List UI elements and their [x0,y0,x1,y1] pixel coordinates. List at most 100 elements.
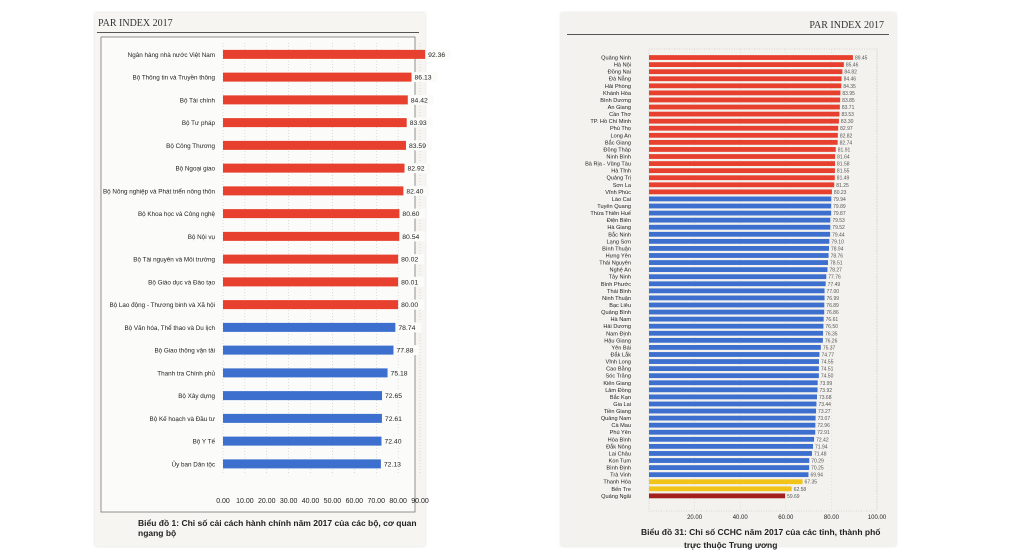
right-bar [649,217,831,223]
left-bar [223,413,382,423]
right-value-label: 81.49 [837,176,850,182]
right-value-label: 78.51 [830,261,843,267]
right-category-label: Lâm Đồng [605,388,631,394]
right-value-label: 81.55 [837,169,850,175]
right-bar [649,111,840,117]
right-category-label: Cao Bằng [606,366,631,373]
left-category-label: Bộ Tài chính [180,97,216,104]
right-value-label: 71.48 [814,451,827,457]
right-bar [649,274,827,280]
right-value-label: 77.76 [828,275,841,281]
right-category-label: Yên Bái [611,345,631,351]
right-value-label: 69.94 [810,473,823,479]
left-bar [223,209,400,219]
left-bar [223,322,396,332]
right-value-label: 78.27 [829,268,842,274]
right-bar [649,401,817,407]
right-value-label: 76.86 [826,310,839,316]
right-category-label: Tuyên Quang [597,204,631,210]
left-category-label: Bộ Nội vụ [188,234,216,241]
right-bar [649,139,838,145]
left-value-label: 82.92 [408,166,425,173]
left-category-label: Bộ Y Tế [193,437,216,446]
left-value-label-bg [413,72,438,83]
right-category-label: Khánh Hòa [603,91,632,97]
right-value-label: 74.51 [821,367,834,373]
left-value-label-bg [409,94,434,105]
left-bar [223,118,407,128]
left-value-label-bg [407,140,432,151]
right-category-label: Đồng Nai [608,70,631,76]
right-bar [649,97,841,103]
left-value-label-bg [401,231,426,242]
right-category-label: Bình Phước [601,282,631,288]
right-bar [649,458,810,463]
left-category-label: Thanh tra Chính phủ [157,369,215,377]
provinces-bar-chart: 20.00 40.00 60.00 80.00 100.00 Quảng Ninh 89.4… [585,48,887,521]
left-category-label: Bộ Tư pháp [182,120,216,127]
left-category-label: Bộ Thông tin và Truyền thông [133,73,216,82]
right-x-tick-label: 60.00 [778,515,794,521]
right-value-label: 76.61 [826,317,839,323]
right-category-label: Hà Tĩnh [611,169,631,175]
right-category-label: Gia Lai [613,402,631,408]
right-value-label: 79.53 [832,218,845,224]
right-bar [649,316,824,322]
right-category-label: Quảng Nam [601,416,631,422]
right-category-label: Hải Phòng [605,84,631,90]
right-category-label: Thừa Thiên Huế [590,211,632,217]
right-bar [649,472,809,478]
right-value-label: 73.68 [819,395,832,401]
left-bar [223,49,426,59]
right-bar [649,55,853,60]
left-value-label-bg [382,458,407,469]
right-category-label: Kon Tum [609,459,632,465]
right-bar [649,479,803,485]
left-value-label: 82.40 [406,188,423,195]
left-bar [223,300,399,310]
left-bar [223,186,404,196]
right-bar [649,359,819,364]
right-bar [649,422,816,428]
left-value-label-bg [383,436,408,447]
right-category-label: Quảng Ngãi [601,494,631,500]
right-category-label: Quảng Trị [606,176,631,182]
right-category-label: Lào Cai [612,197,631,203]
right-bar [649,345,821,350]
right-value-label: 83.53 [841,112,854,118]
right-value-label: 75.37 [823,345,836,351]
right-value-label: 70.29 [811,459,824,465]
right-category-label: Bình Thuận [602,246,631,252]
right-bar [649,175,835,181]
right-bar [649,238,830,244]
left-value-label: 92.36 [428,52,445,59]
right-category-label: Hà Nội [614,63,631,69]
right-category-label: Hòa Bình [608,437,631,443]
right-value-label: 62.58 [794,487,807,493]
right-bar [649,415,816,421]
left-value-label: 77.88 [396,348,413,355]
right-value-label: 76.50 [825,324,838,330]
right-bar [649,408,817,414]
right-category-label: Hà Giang [607,225,631,231]
right-value-label: 74.55 [821,360,834,366]
right-bar [649,373,819,379]
right-value-label: 81.91 [838,147,851,153]
right-value-label: 83.95 [842,91,855,97]
right-bar [649,118,839,124]
left-x-tick-label: 80.00 [389,498,407,505]
right-value-label: 82.74 [840,140,853,146]
left-value-label: 72.13 [384,461,401,468]
right-value-label: 83.71 [842,105,855,111]
right-category-label: Bà Rịa - Vũng Tàu [585,162,631,168]
right-value-label: 74.77 [821,352,834,358]
right-value-label: 82.97 [840,126,853,132]
right-bar [649,302,825,308]
right-category-label: Thái Bình [607,289,631,295]
left-value-label: 80.00 [401,302,418,309]
left-value-label: 75.18 [391,370,408,377]
left-page-header: PAR INDEX 2017 [98,18,173,29]
right-bar [649,436,815,442]
left-x-tick-label: 60.00 [346,498,364,505]
right-category-label: Cần Thơ [609,112,631,118]
